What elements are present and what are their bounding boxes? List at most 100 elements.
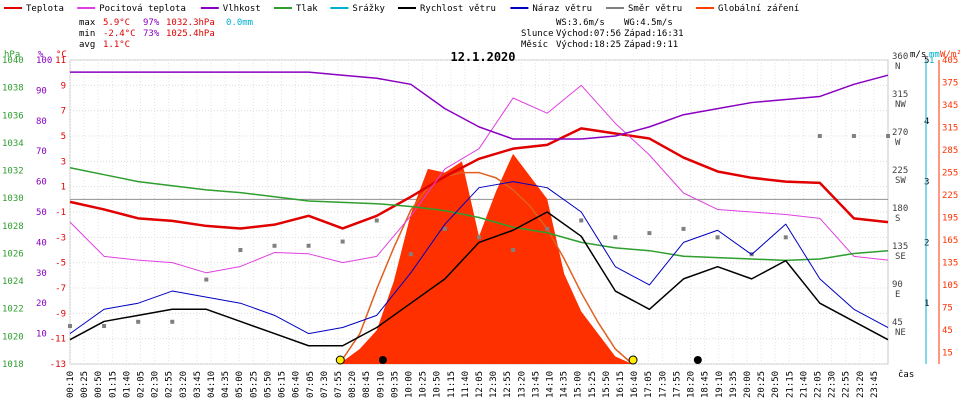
info-sunrise: Východ:07:56 bbox=[556, 29, 621, 39]
humidity-tick-label: 20 bbox=[36, 299, 47, 309]
humidity-tick-label: 10 bbox=[36, 330, 47, 340]
time-tick-label: 00:50 bbox=[94, 371, 104, 398]
wind-speed-tick-label: 4 bbox=[924, 117, 929, 127]
time-tick-label: 05:00 bbox=[235, 371, 245, 398]
wind-dir-tick-value: 315 bbox=[892, 90, 908, 100]
info-sun-label: Slunce bbox=[521, 29, 554, 39]
wind-dir-tick-label: SW bbox=[895, 176, 906, 186]
temperature-tick-label: 5 bbox=[61, 132, 66, 142]
pressure-tick-label: 1036 bbox=[2, 111, 24, 121]
wind-dir-tick-value: 135 bbox=[892, 242, 908, 252]
stats-max-press: 1032.3hPa bbox=[166, 18, 215, 28]
wind-dir-point bbox=[477, 235, 481, 240]
time-tick-label: 19:35 bbox=[729, 371, 739, 398]
sunset-marker bbox=[628, 355, 638, 365]
humidity-tick-label: 30 bbox=[36, 269, 47, 279]
time-tick-label: 11:15 bbox=[447, 371, 457, 398]
time-tick-label: 04:35 bbox=[221, 371, 231, 398]
radiation-tick-label: 105 bbox=[942, 281, 958, 291]
legend-label: Náraz větru bbox=[532, 4, 592, 14]
pressure-tick-label: 1026 bbox=[2, 249, 24, 259]
time-tick-label: 15:50 bbox=[602, 371, 612, 398]
stats-avg-label: avg bbox=[79, 40, 95, 50]
wind-speed-line bbox=[69, 211, 889, 347]
time-tick-label: 20:00 bbox=[743, 371, 753, 398]
pressure-tick-label: 1032 bbox=[2, 167, 24, 177]
stats-min-hum: 73% bbox=[143, 29, 160, 39]
time-tick-label: 20:50 bbox=[771, 371, 781, 398]
time-tick-label: 16:40 bbox=[630, 371, 640, 398]
humidity-axis-unit: % bbox=[38, 50, 44, 60]
time-tick-label: 15:25 bbox=[588, 371, 598, 398]
time-tick-label: 05:50 bbox=[263, 371, 273, 398]
wind-dir-point bbox=[340, 239, 345, 244]
time-tick-label: 07:55 bbox=[334, 371, 344, 398]
pressure-tick-label: 1024 bbox=[2, 277, 24, 287]
wind-dir-tick-label: S bbox=[895, 214, 900, 224]
wind-dir-tick-label: W bbox=[895, 138, 901, 148]
radiation-tick-label: 195 bbox=[942, 214, 958, 224]
time-tick-label: 01:40 bbox=[122, 371, 132, 398]
time-tick-label: 21:40 bbox=[799, 371, 809, 398]
time-tick-label: 19:10 bbox=[715, 371, 725, 398]
rain-axis-unit: mm bbox=[929, 50, 940, 60]
time-tick-label: 13:45 bbox=[531, 371, 541, 398]
wind-dir-tick-label: NW bbox=[895, 100, 906, 110]
radiation-tick-label: 165 bbox=[942, 236, 958, 246]
temperature-tick-label: 3 bbox=[61, 157, 66, 167]
wind-speed-tick-label: 5 bbox=[924, 56, 929, 66]
wind-dir-point bbox=[374, 218, 379, 223]
stats-max-label: max bbox=[79, 18, 96, 28]
temperature-tick-label: -3 bbox=[55, 233, 66, 243]
time-tick-label: 15:00 bbox=[574, 371, 584, 398]
info-ws: WS:3.6m/s bbox=[556, 18, 605, 28]
wind-dir-point bbox=[442, 226, 447, 231]
wind-dir-tick-value: 45 bbox=[892, 318, 903, 328]
temperature-tick-label: -1 bbox=[55, 208, 66, 218]
radiation-max-line bbox=[338, 171, 633, 365]
info-wg: WG:4.5m/s bbox=[624, 18, 673, 28]
radiation-tick-label: 315 bbox=[942, 124, 958, 134]
pressure-line bbox=[69, 167, 889, 262]
time-tick-label: 17:55 bbox=[672, 371, 682, 398]
stats-max-hum: 97% bbox=[143, 18, 160, 28]
wind-dir-tick-value: 90 bbox=[892, 280, 903, 290]
feels-like-line bbox=[69, 84, 889, 274]
time-tick-label: 22:05 bbox=[813, 371, 823, 398]
temperature-tick-label: -11 bbox=[50, 335, 66, 345]
wind-dir-tick-label: SE bbox=[895, 252, 906, 262]
radiation-tick-label: 285 bbox=[942, 146, 958, 156]
wind-dir-tick-value: 225 bbox=[892, 166, 908, 176]
time-tick-label: 09:35 bbox=[390, 371, 400, 398]
time-tick-label: 09:10 bbox=[376, 371, 386, 398]
legend-label: Teplota bbox=[26, 4, 64, 14]
time-tick-label: 23:20 bbox=[856, 371, 866, 398]
moonrise-marker bbox=[693, 356, 702, 364]
stats-max-rain: 0.0mm bbox=[226, 18, 253, 28]
time-tick-label: 17:30 bbox=[658, 371, 668, 398]
time-tick-label: 07:30 bbox=[320, 371, 330, 398]
time-tick-label: 08:45 bbox=[362, 371, 372, 398]
temperature-line bbox=[69, 127, 889, 230]
legend-label: Pocitová teplota bbox=[99, 4, 186, 14]
stats-avg-temp: 1.1°C bbox=[103, 40, 130, 50]
wind-dir-tick-value: 270 bbox=[892, 128, 908, 138]
wind-dir-point bbox=[238, 248, 243, 252]
radiation-tick-label: 225 bbox=[942, 191, 958, 201]
time-tick-label: 02:55 bbox=[165, 371, 175, 398]
wind-dir-point bbox=[817, 134, 822, 138]
time-tick-label: 22:55 bbox=[842, 371, 852, 398]
radiation-tick-label: 405 bbox=[942, 56, 958, 66]
wind-dir-point bbox=[613, 235, 618, 240]
time-tick-label: 14:35 bbox=[560, 371, 570, 398]
wind-dir-point bbox=[272, 243, 277, 248]
wind-dir-point bbox=[204, 277, 209, 282]
wind-dir-point bbox=[851, 134, 856, 138]
temperature-tick-label: -5 bbox=[55, 259, 66, 269]
pressure-tick-label: 1018 bbox=[2, 360, 24, 370]
temperature-tick-label: -9 bbox=[55, 309, 66, 319]
wind-dir-tick-label: N bbox=[895, 62, 900, 72]
wind-dir-tick-value: 180 bbox=[892, 204, 908, 214]
time-tick-label: 12:05 bbox=[475, 371, 485, 398]
radiation-tick-label: 75 bbox=[942, 304, 953, 314]
